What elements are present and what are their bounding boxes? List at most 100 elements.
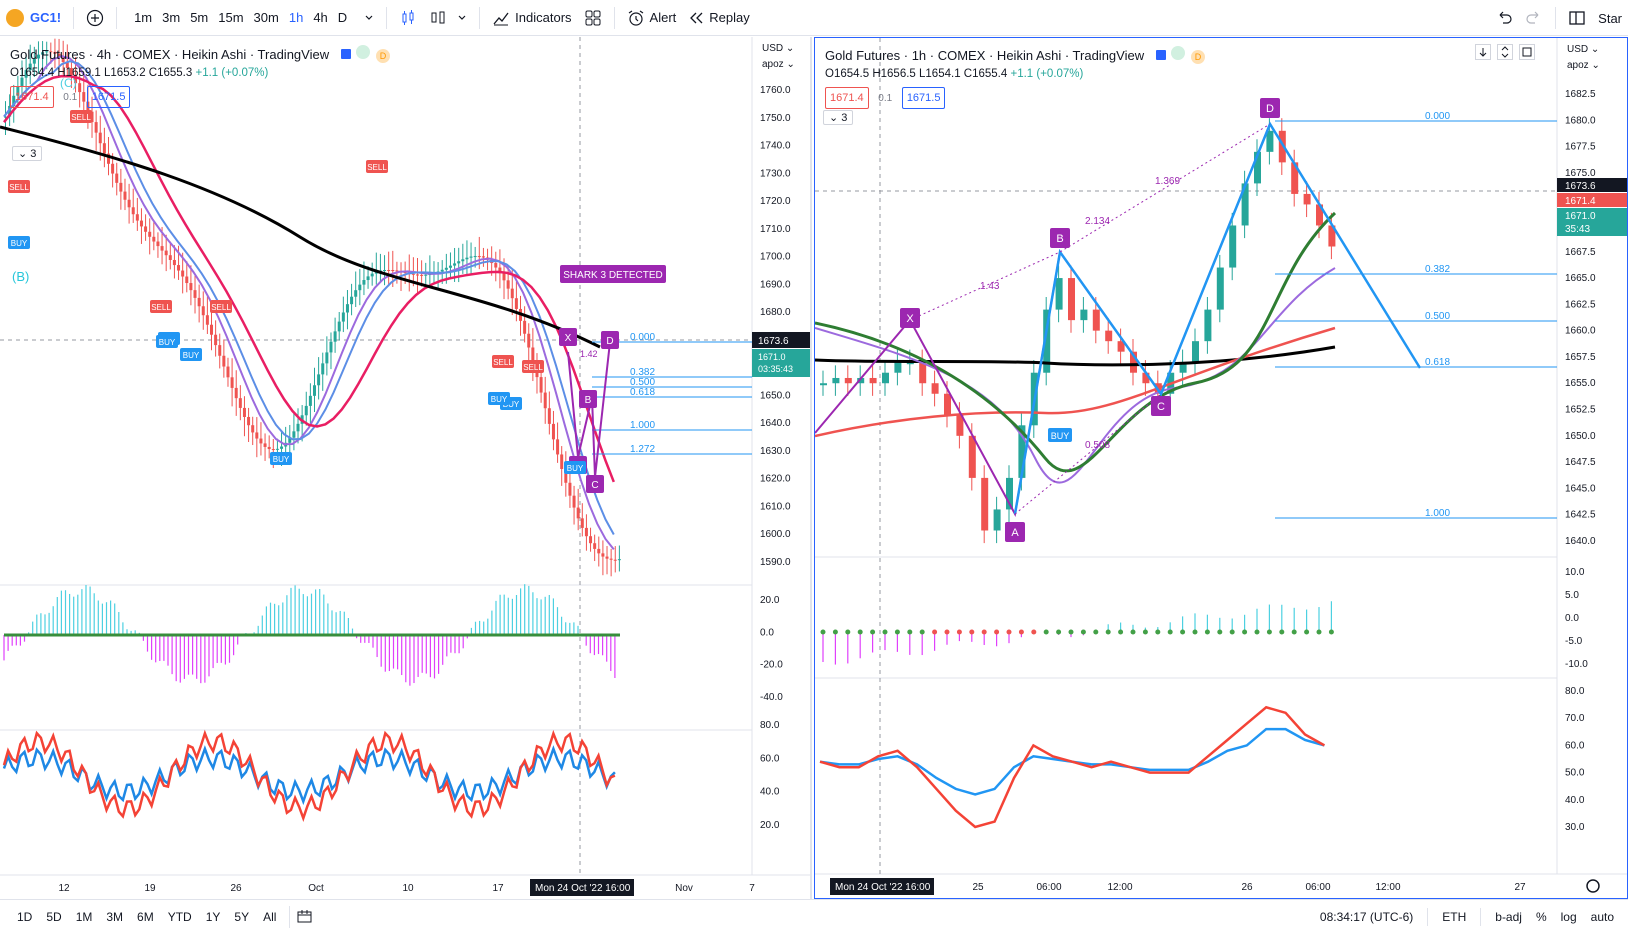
pattern-point-badge (1260, 98, 1280, 118)
indicators-button[interactable]: Indicators (486, 0, 577, 36)
candle-body (584, 527, 588, 537)
auto-button[interactable]: auto (1590, 909, 1614, 924)
symbol-search[interactable]: GC1! (0, 0, 67, 36)
alert-button[interactable]: Alert (621, 0, 683, 36)
candle-body (115, 173, 119, 183)
candle-body (1179, 362, 1187, 373)
candle-body (325, 352, 329, 364)
compare-button[interactable] (80, 0, 110, 36)
replay-button[interactable]: Replay (682, 0, 755, 36)
candle-body (894, 362, 902, 373)
candle-body (906, 362, 914, 365)
candle-body (1080, 309, 1088, 321)
left-ask-box[interactable]: 1671.5 (86, 86, 131, 108)
left-chart-pane[interactable]: USD ⌄ apoz ⌄ 1760.0 1750.0 1740.0 1730.0 1720.… (0, 37, 812, 899)
range-5Y[interactable]: 5Y (234, 909, 250, 924)
range-3M[interactable]: 3M (106, 909, 124, 924)
undo-button[interactable] (1489, 0, 1519, 36)
pattern-dotted-ac (1014, 393, 1162, 515)
range-All[interactable]: All (263, 909, 277, 924)
adjust-button[interactable]: b-adj (1495, 909, 1522, 924)
buy-signal (270, 452, 292, 465)
price-tick: 1760.0 (760, 85, 791, 96)
left-bid-box[interactable]: 1671.4 (10, 86, 54, 108)
redo-icon (1526, 11, 1539, 24)
candle-body (411, 273, 415, 275)
price-tick: 1650.0 (1565, 431, 1596, 442)
candle-body (1006, 477, 1013, 510)
candle-body (139, 220, 143, 227)
timeframe-1h[interactable]: 1h (288, 10, 304, 25)
redo-button[interactable] (1519, 0, 1549, 36)
collapse-icon[interactable] (1497, 44, 1513, 60)
candle-body (238, 398, 242, 408)
buy-signal (156, 335, 178, 348)
candle-body (74, 75, 78, 84)
timeframe-30m[interactable]: 30m (253, 10, 279, 25)
osc-tick: -5.0 (1565, 636, 1583, 647)
right-indicator-collapse[interactable]: ⌄ 3 (823, 110, 854, 125)
right-low: L1654.1 (919, 68, 961, 80)
osc-tick: 5.0 (1565, 590, 1579, 601)
candle-body (16, 86, 20, 96)
right-chart-canvas[interactable]: USD ⌄apoz ⌄1682.51680.01677.51675.01672.… (815, 38, 1627, 898)
rsi-tick: 70.0 (1565, 713, 1585, 724)
timeframe-3m[interactable]: 3m (162, 10, 181, 25)
log-button[interactable]: log (1560, 909, 1577, 924)
bar-style-button[interactable] (393, 0, 423, 36)
pattern-point-badge (1005, 522, 1025, 542)
candle-body (317, 374, 321, 386)
left-chart-canvas[interactable]: USD ⌄apoz ⌄1760.01750.01740.01730.01720.… (0, 37, 810, 899)
price-tick: 1680.0 (1565, 115, 1596, 126)
candle-body (234, 387, 238, 399)
session-button[interactable]: ETH (1442, 909, 1467, 924)
ma-blue-line (3, 60, 615, 535)
right-ask-box[interactable]: 1671.5 (901, 87, 946, 109)
fib-label: 1.272 (630, 444, 655, 455)
timeframe-dropdown[interactable] (358, 0, 380, 36)
bottom-toolbar: 1D 5D 1M 3M 6M YTD 1Y 5Y All 08:34:17 (UTC-6) ET… (0, 899, 1628, 933)
right-chart-pane[interactable]: USD ⌄apoz ⌄1682.51680.01677.51675.01672.… (814, 37, 1628, 899)
timeframe-D[interactable]: D (337, 10, 348, 25)
candle-body (345, 304, 349, 313)
left-indicator-collapse[interactable]: ⌄ 3 (12, 146, 43, 161)
right-tools: Star (1489, 0, 1628, 36)
candle-body (502, 273, 506, 281)
sell-signal (210, 300, 232, 313)
percent-button[interactable]: % (1535, 909, 1547, 924)
timeframe-5m[interactable]: 5m (190, 10, 209, 25)
range-1D[interactable]: 1D (17, 909, 33, 924)
price-tick: 1710.0 (760, 224, 791, 235)
date-range-icon[interactable] (296, 909, 314, 925)
right-chart-title: Gold Futures · 1h · COMEX · Heikin Ashi … (825, 48, 1145, 63)
maximize-icon[interactable] (1519, 44, 1535, 60)
left-high: H1659.1 (57, 67, 101, 79)
candle-body (111, 163, 115, 174)
panel-toggle-button[interactable] (1562, 0, 1592, 36)
buy-signal (1048, 428, 1072, 442)
right-bid-box[interactable]: 1671.4 (825, 87, 869, 109)
timeframe-4h[interactable]: 4h (313, 10, 328, 25)
candle-body (127, 199, 131, 208)
range-YTD[interactable]: YTD (167, 909, 192, 924)
range-1M[interactable]: 1M (75, 909, 93, 924)
layouts-button[interactable] (578, 0, 608, 36)
osc-dot (1180, 629, 1186, 635)
clock-label[interactable]: 08:34:17 (UTC-6) (1319, 909, 1414, 924)
buy-signal (488, 392, 510, 405)
candle-body (1142, 372, 1150, 384)
timeframe-1m[interactable]: 1m (134, 10, 153, 25)
timeframe-15m[interactable]: 15m (218, 10, 244, 25)
range-5D[interactable]: 5D (46, 909, 62, 924)
candle-body (469, 256, 473, 258)
candle-body (255, 432, 259, 439)
candle-body (12, 95, 16, 106)
fib-label: 1.000 (630, 420, 655, 431)
candle-body (160, 246, 164, 251)
star-button[interactable]: Star (1592, 0, 1628, 36)
range-6M[interactable]: 6M (137, 909, 154, 924)
range-1Y[interactable]: 1Y (205, 909, 221, 924)
osc-dot (870, 629, 876, 635)
chart-type-button[interactable] (423, 0, 473, 36)
arrow-down-icon[interactable] (1475, 44, 1491, 60)
